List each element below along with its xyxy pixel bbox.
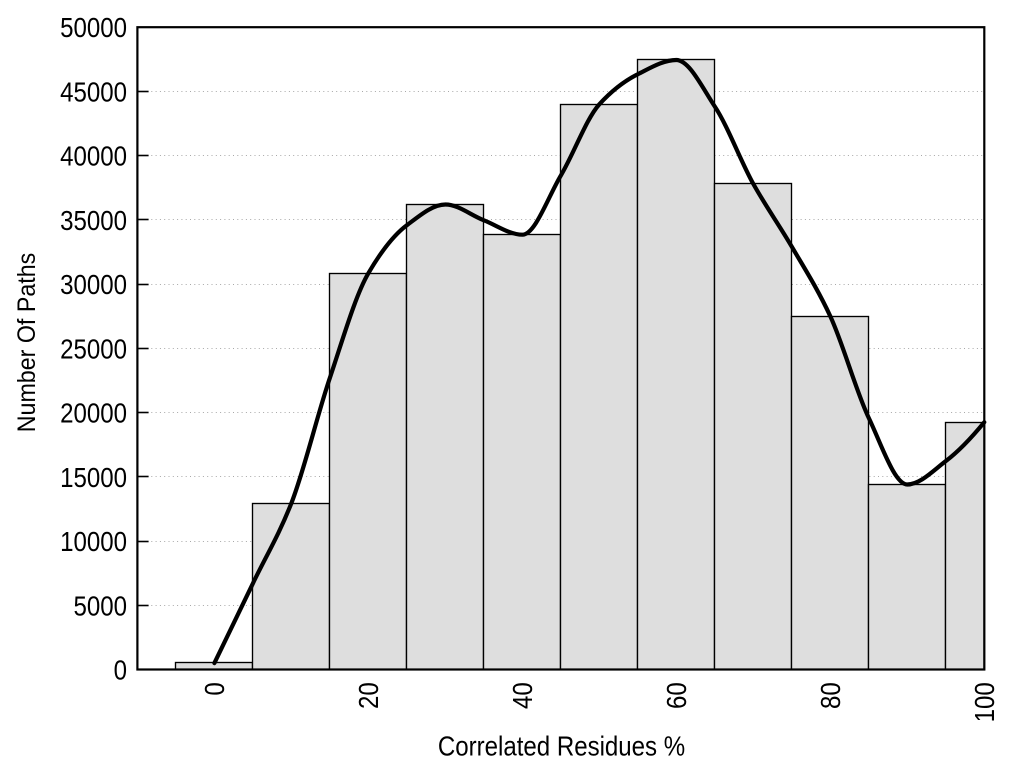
svg-text:20000: 20000 — [60, 399, 127, 429]
svg-text:20: 20 — [355, 682, 385, 709]
svg-text:25000: 25000 — [60, 335, 127, 365]
svg-text:45000: 45000 — [60, 78, 127, 108]
svg-text:35000: 35000 — [60, 206, 127, 236]
svg-text:5000: 5000 — [73, 592, 127, 622]
svg-text:100: 100 — [971, 682, 1001, 722]
svg-text:80: 80 — [817, 682, 847, 709]
svg-text:Number Of Paths: Number Of Paths — [13, 253, 41, 432]
svg-text:Correlated Residues %: Correlated Residues % — [438, 732, 685, 762]
svg-text:40000: 40000 — [60, 142, 127, 172]
svg-text:50000: 50000 — [60, 14, 127, 44]
svg-text:15000: 15000 — [60, 463, 127, 493]
svg-text:40: 40 — [509, 682, 539, 709]
svg-text:30000: 30000 — [60, 271, 127, 301]
svg-text:60: 60 — [663, 682, 693, 709]
svg-text:0: 0 — [201, 682, 231, 695]
svg-text:10000: 10000 — [60, 528, 127, 558]
svg-text:0: 0 — [114, 656, 127, 686]
